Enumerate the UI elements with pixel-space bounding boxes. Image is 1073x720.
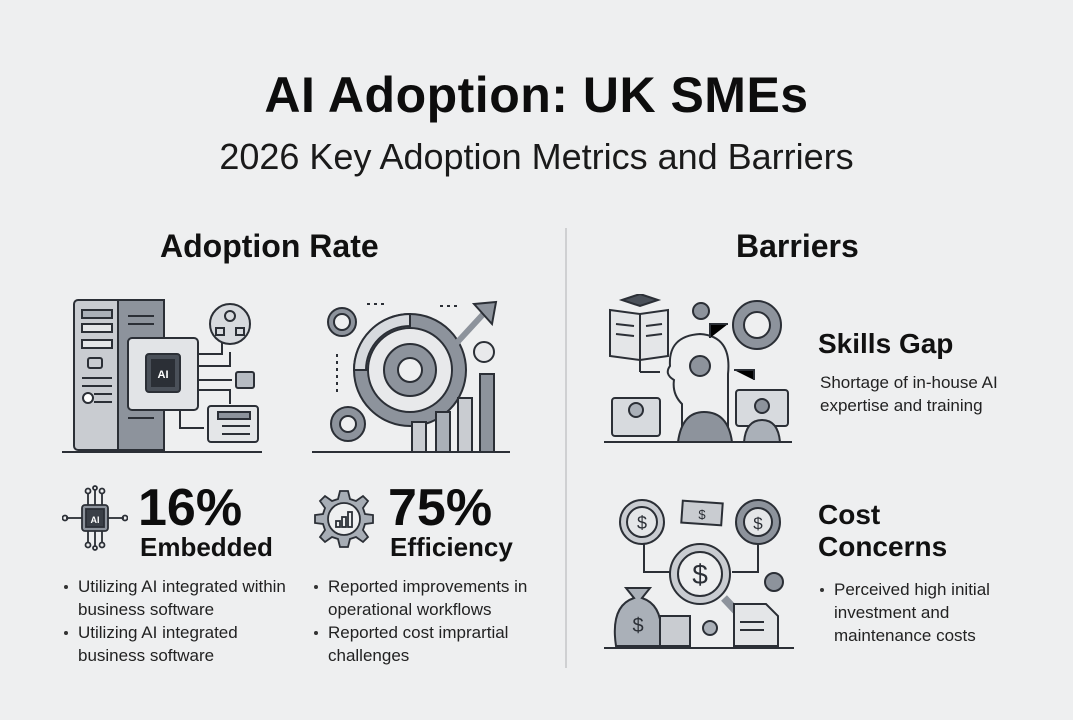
efficiency-growth-illustration — [312, 294, 512, 459]
gear-chart-icon — [312, 487, 376, 556]
embedded-bullets: Utilizing AI integrated within business … — [62, 575, 302, 667]
barriers-heading: Barriers — [736, 228, 859, 264]
bullet-item: Utilizing AI integrated business softwar… — [62, 621, 302, 667]
svg-text:$: $ — [692, 559, 708, 590]
page-title: AI Adoption: UK SMEs — [264, 67, 809, 123]
cost-concerns-title-line2: Concerns — [818, 531, 948, 562]
svg-text:$: $ — [698, 507, 706, 522]
bullet-item: Reported improvements in operational wor… — [312, 575, 552, 621]
cost-concerns-title-line1: Cost — [818, 499, 881, 530]
skills-gap-title: Skills Gap — [818, 328, 954, 359]
efficiency-percentage: 75% — [388, 479, 493, 537]
svg-text:$: $ — [632, 615, 643, 637]
cost-concerns-title: Cost Concerns — [818, 499, 947, 563]
skills-gap-illustration — [604, 292, 794, 451]
svg-text:$: $ — [637, 513, 647, 533]
bullet-item: Utilizing AI integrated within business … — [62, 575, 302, 621]
cost-concerns-bullets: Perceived high initial investment and ma… — [818, 578, 1038, 647]
svg-text:AI: AI — [91, 515, 100, 525]
ai-chip-icon: AI — [61, 485, 129, 556]
cost-concerns-illustration: $ $ $ $ $ — [604, 494, 796, 655]
svg-text:AI: AI — [158, 369, 169, 381]
page-subtitle: 2026 Key Adoption Metrics and Barriers — [219, 136, 854, 177]
bullet-item: Reported cost imprartial challenges — [312, 621, 552, 667]
efficiency-label: Efficiency — [390, 532, 513, 562]
adoption-rate-heading: Adoption Rate — [160, 228, 379, 264]
ai-server-illustration: AI — [62, 294, 267, 459]
embedded-percentage: 16% — [138, 479, 243, 537]
embedded-label: Embedded — [140, 532, 273, 562]
bullet-item: Perceived high initial investment and ma… — [818, 578, 1038, 647]
section-divider — [565, 228, 567, 668]
efficiency-bullets: Reported improvements in operational wor… — [312, 575, 552, 667]
svg-text:$: $ — [753, 514, 763, 533]
skills-gap-description: Shortage of in-house AI expertise and tr… — [820, 373, 998, 415]
